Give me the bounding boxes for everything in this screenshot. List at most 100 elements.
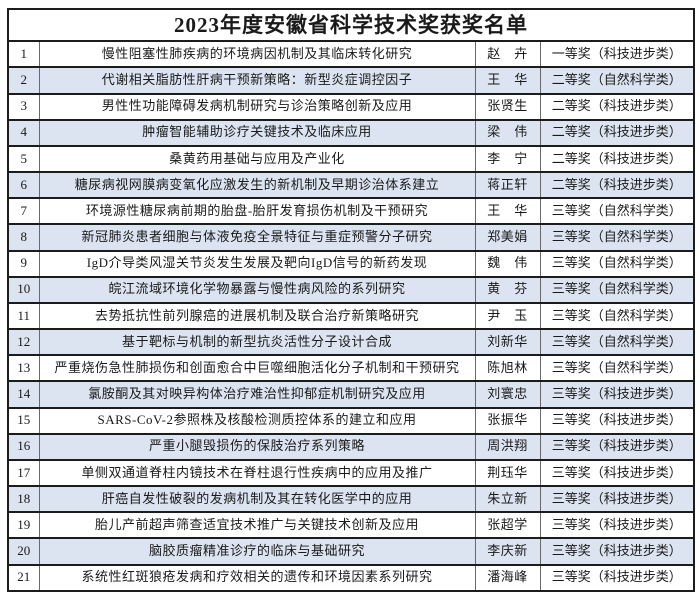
winner-name-cell: 朱立新 [474, 485, 541, 514]
award-level-cell: 三等奖（自然科学类） [539, 249, 695, 278]
row-number-cell: 7 [7, 197, 40, 226]
table-row: 6 糖尿病视网膜病变氧化应激发生的新机制及早期诊治体系建立 蒋正轩 二等奖（科技… [7, 171, 695, 200]
project-title-cell: 严重烧伤急性肺损伤和创面愈合中巨噬细胞活化分子机制和干预研究 [38, 354, 476, 383]
row-number-cell: 17 [7, 458, 40, 488]
table-row: 20 脑胶质瘤精准诊疗的临床与基础研究 李庆新 三等奖（科技进步类） [7, 537, 695, 566]
award-level-cell: 一等奖（科技进步类） [539, 40, 695, 69]
project-title-cell: 慢性阻塞性肺疾病的环境病因机制及其临床转化研究 [38, 40, 476, 69]
project-title-cell: 代谢相关脂肪性肝病干预新策略：新型炎症调控因子 [38, 66, 476, 95]
winner-name-cell: 王 华 [474, 197, 541, 226]
table-row: 5 桑黄药用基础与应用及产业化 李 宁 二等奖（科技进步类） [7, 144, 695, 174]
winner-name-cell: 荆珏华 [474, 458, 541, 488]
winner-name-cell: 郑美娟 [474, 223, 541, 252]
project-title-cell: 严重小腿毁损伤的保肢治疗系列策略 [38, 432, 476, 461]
award-level-cell: 三等奖（科技进步类） [539, 432, 695, 461]
winner-name-cell: 张贤生 [474, 92, 541, 121]
award-level-cell: 三等奖（科技进步类） [539, 458, 695, 488]
page-title: 2023年度安徽省科学技术奖获奖名单 [7, 7, 695, 43]
award-level-cell: 二等奖（自然科学类） [539, 66, 695, 95]
table-row: 10 皖江流域环境化学物暴露与慢性病风险的系列研究 黄 芬 三等奖（自然科学类） [7, 275, 695, 304]
row-number-cell: 3 [7, 92, 40, 121]
table-row: 7 环境源性糖尿病前期的胎盘-胎肝发育损伤机制及干预研究 王 华 三等奖（自然科… [7, 197, 695, 226]
row-number-cell: 15 [7, 406, 40, 435]
table-row: 13 严重烧伤急性肺损伤和创面愈合中巨噬细胞活化分子机制和干预研究 陈旭林 三等… [7, 354, 695, 383]
winner-name-cell: 尹 玉 [474, 301, 541, 331]
table-row: 2 代谢相关脂肪性肝病干预新策略：新型炎症调控因子 王 华 二等奖（自然科学类） [7, 66, 695, 95]
winner-name-cell: 李庆新 [474, 537, 541, 566]
row-number-cell: 19 [7, 511, 40, 540]
project-title-cell: 肿瘤智能辅助诊疗关键技术及临床应用 [38, 118, 476, 147]
award-level-cell: 三等奖（科技进步类） [539, 380, 695, 409]
project-title-cell: SARS-CoV-2参照株及核酸检测质控体系的建立和应用 [38, 406, 476, 435]
award-level-cell: 二等奖（科技进步类） [539, 92, 695, 121]
winner-name-cell: 张超学 [474, 511, 541, 540]
project-title-cell: 氯胺酮及其对映异构体治疗难治性抑郁症机制研究及应用 [38, 380, 476, 409]
project-title-cell: 单侧双通道脊柱内镜技术在脊柱退行性疾病中的应用及推广 [38, 458, 476, 488]
winner-name-cell: 张振华 [474, 406, 541, 435]
row-number-cell: 5 [7, 144, 40, 174]
table-row: 16 严重小腿毁损伤的保肢治疗系列策略 周洪翔 三等奖（科技进步类） [7, 432, 695, 461]
project-title-cell: 肝癌自发性破裂的发病机制及其在转化医学中的应用 [38, 485, 476, 514]
award-level-cell: 三等奖（自然科学类） [539, 354, 695, 383]
award-level-cell: 三等奖（自然科学类） [539, 223, 695, 252]
award-level-cell: 三等奖（科技进步类） [539, 485, 695, 514]
table-row: 21 系统性红斑狼疮发病和疗效相关的遗传和环境因素系列研究 潘海峰 三等奖（科技… [7, 563, 695, 593]
award-level-cell: 三等奖（科技进步类） [539, 511, 695, 540]
table-row: 12 基于靶标与机制的新型抗炎活性分子设计合成 刘新华 三等奖（自然科学类） [7, 328, 695, 357]
row-number-cell: 21 [7, 563, 40, 593]
award-level-cell: 二等奖（科技进步类） [539, 118, 695, 147]
row-number-cell: 9 [7, 249, 40, 278]
row-number-cell: 10 [7, 275, 40, 304]
row-number-cell: 18 [7, 485, 40, 514]
project-title-cell: 系统性红斑狼疮发病和疗效相关的遗传和环境因素系列研究 [38, 563, 476, 593]
table-row: 14 氯胺酮及其对映异构体治疗难治性抑郁症机制研究及应用 刘寰忠 三等奖（科技进… [7, 380, 695, 409]
row-number-cell: 11 [7, 301, 40, 331]
row-number-cell: 6 [7, 171, 40, 200]
project-title-cell: 男性性功能障碍发病机制研究与诊治策略创新及应用 [38, 92, 476, 121]
project-title-cell: 桑黄药用基础与应用及产业化 [38, 144, 476, 174]
award-level-cell: 三等奖（科技进步类） [539, 406, 695, 435]
awards-table: 2023年度安徽省科学技术奖获奖名单 1 慢性阻塞性肺疾病的环境病因机制及其临床… [7, 7, 695, 593]
award-level-cell: 三等奖（自然科学类） [539, 301, 695, 331]
row-number-cell: 14 [7, 380, 40, 409]
winner-name-cell: 黄 芬 [474, 275, 541, 304]
row-number-cell: 8 [7, 223, 40, 252]
project-title-cell: 糖尿病视网膜病变氧化应激发生的新机制及早期诊治体系建立 [38, 171, 476, 200]
table-row: 11 去势抵抗性前列腺癌的进展机制及联合治疗新策略研究 尹 玉 三等奖（自然科学… [7, 301, 695, 331]
title-row: 2023年度安徽省科学技术奖获奖名单 [7, 7, 695, 43]
winner-name-cell: 赵 卉 [474, 40, 541, 69]
project-title-cell: 环境源性糖尿病前期的胎盘-胎肝发育损伤机制及干预研究 [38, 197, 476, 226]
winner-name-cell: 陈旭林 [474, 354, 541, 383]
winner-name-cell: 潘海峰 [474, 563, 541, 593]
winner-name-cell: 蒋正轩 [474, 171, 541, 200]
award-level-cell: 二等奖（科技进步类） [539, 144, 695, 174]
table-row: 9 IgD介导类风湿关节炎发生发展及靶向IgD信号的新药发现 魏 伟 三等奖（自… [7, 249, 695, 278]
award-level-cell: 三等奖（自然科学类） [539, 197, 695, 226]
table-row: 17 单侧双通道脊柱内镜技术在脊柱退行性疾病中的应用及推广 荆珏华 三等奖（科技… [7, 458, 695, 488]
award-level-cell: 三等奖（自然科学类） [539, 328, 695, 357]
row-number-cell: 20 [7, 537, 40, 566]
winner-name-cell: 刘寰忠 [474, 380, 541, 409]
table-row: 19 胎儿产前超声筛查适宜技术推广与关键技术创新及应用 张超学 三等奖（科技进步… [7, 511, 695, 540]
project-title-cell: 新冠肺炎患者细胞与体液免疫全景特征与重症预警分子研究 [38, 223, 476, 252]
table-row: 15 SARS-CoV-2参照株及核酸检测质控体系的建立和应用 张振华 三等奖（… [7, 406, 695, 435]
winner-name-cell: 梁 伟 [474, 118, 541, 147]
winner-name-cell: 李 宁 [474, 144, 541, 174]
table-row: 18 肝癌自发性破裂的发病机制及其在转化医学中的应用 朱立新 三等奖（科技进步类… [7, 485, 695, 514]
award-level-cell: 二等奖（科技进步类） [539, 171, 695, 200]
table-row: 4 肿瘤智能辅助诊疗关键技术及临床应用 梁 伟 二等奖（科技进步类） [7, 118, 695, 147]
project-title-cell: 基于靶标与机制的新型抗炎活性分子设计合成 [38, 328, 476, 357]
project-title-cell: IgD介导类风湿关节炎发生发展及靶向IgD信号的新药发现 [38, 249, 476, 278]
winner-name-cell: 王 华 [474, 66, 541, 95]
table-row: 8 新冠肺炎患者细胞与体液免疫全景特征与重症预警分子研究 郑美娟 三等奖（自然科… [7, 223, 695, 252]
winner-name-cell: 周洪翔 [474, 432, 541, 461]
table-row: 3 男性性功能障碍发病机制研究与诊治策略创新及应用 张贤生 二等奖（科技进步类） [7, 92, 695, 121]
award-level-cell: 三等奖（科技进步类） [539, 537, 695, 566]
row-number-cell: 13 [7, 354, 40, 383]
winner-name-cell: 魏 伟 [474, 249, 541, 278]
row-number-cell: 16 [7, 432, 40, 461]
award-level-cell: 三等奖（科技进步类） [539, 563, 695, 593]
row-number-cell: 1 [7, 40, 40, 69]
project-title-cell: 脑胶质瘤精准诊疗的临床与基础研究 [38, 537, 476, 566]
